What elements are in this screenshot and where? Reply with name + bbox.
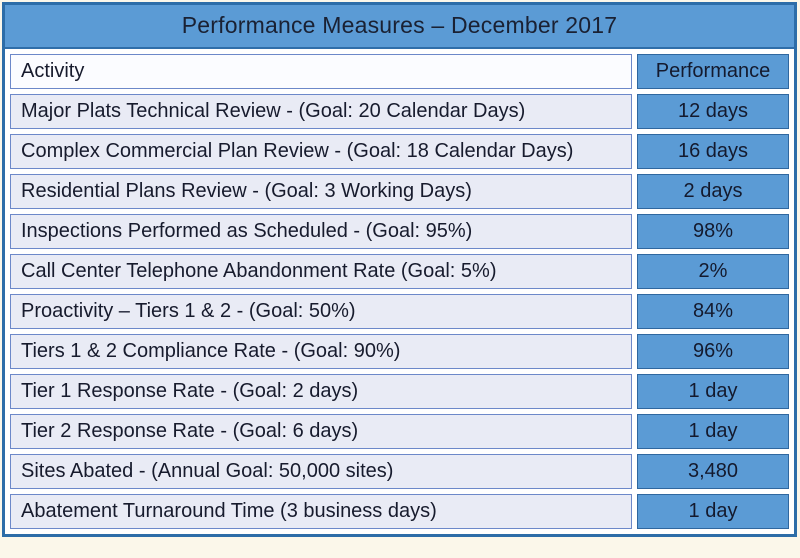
activity-cell: Complex Commercial Plan Review - (Goal: … — [10, 134, 632, 169]
activity-cell: Inspections Performed as Scheduled - (Go… — [10, 214, 632, 249]
performance-cell: 1 day — [637, 374, 789, 409]
performance-cell: 12 days — [637, 94, 789, 129]
performance-cell: 1 day — [637, 494, 789, 529]
performance-measures-table: Performance Measures – December 2017 Act… — [2, 2, 797, 537]
activity-cell: Residential Plans Review - (Goal: 3 Work… — [10, 174, 632, 209]
page-background-strip — [0, 542, 800, 558]
activity-cell: Abatement Turnaround Time (3 business da… — [10, 494, 632, 529]
performance-cell: 96% — [637, 334, 789, 369]
activity-cell: Tier 1 Response Rate - (Goal: 2 days) — [10, 374, 632, 409]
performance-cell: 2 days — [637, 174, 789, 209]
performance-cell: 98% — [637, 214, 789, 249]
activity-cell: Sites Abated - (Annual Goal: 50,000 site… — [10, 454, 632, 489]
column-header-activity: Activity — [10, 54, 632, 89]
performance-cell: 16 days — [637, 134, 789, 169]
performance-cell: 2% — [637, 254, 789, 289]
activity-cell: Major Plats Technical Review - (Goal: 20… — [10, 94, 632, 129]
table-title: Performance Measures – December 2017 — [5, 5, 794, 49]
performance-cell: 84% — [637, 294, 789, 329]
activity-cell: Tier 2 Response Rate - (Goal: 6 days) — [10, 414, 632, 449]
column-header-performance: Performance — [637, 54, 789, 89]
activity-cell: Proactivity – Tiers 1 & 2 - (Goal: 50%) — [10, 294, 632, 329]
activity-cell: Tiers 1 & 2 Compliance Rate - (Goal: 90%… — [10, 334, 632, 369]
performance-cell: 1 day — [637, 414, 789, 449]
activity-cell: Call Center Telephone Abandonment Rate (… — [10, 254, 632, 289]
table-grid: Activity Performance Major Plats Technic… — [5, 49, 794, 534]
performance-cell: 3,480 — [637, 454, 789, 489]
